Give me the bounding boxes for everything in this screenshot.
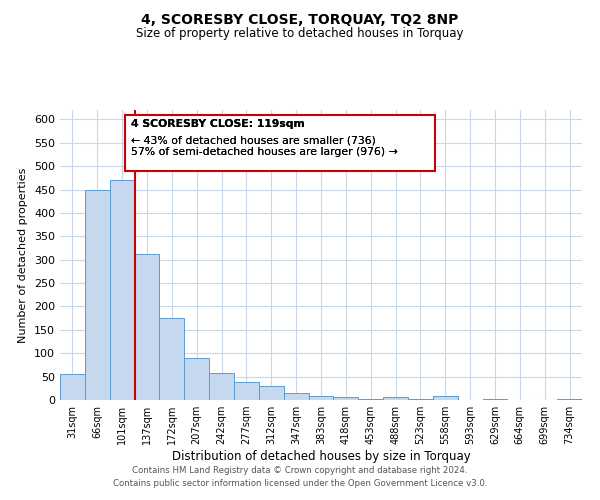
Bar bbox=[358, 398, 383, 400]
Bar bbox=[60, 374, 85, 400]
Y-axis label: Number of detached properties: Number of detached properties bbox=[19, 168, 28, 342]
Bar bbox=[482, 398, 508, 400]
Bar bbox=[110, 180, 134, 400]
Text: Contains HM Land Registry data © Crown copyright and database right 2024.
Contai: Contains HM Land Registry data © Crown c… bbox=[113, 466, 487, 487]
Bar bbox=[85, 190, 110, 400]
FancyBboxPatch shape bbox=[125, 114, 436, 171]
Text: 4 SCORESBY CLOSE: 119sqm: 4 SCORESBY CLOSE: 119sqm bbox=[131, 120, 305, 130]
Bar bbox=[259, 386, 284, 400]
Bar bbox=[134, 254, 160, 400]
X-axis label: Distribution of detached houses by size in Torquay: Distribution of detached houses by size … bbox=[172, 450, 470, 463]
Bar bbox=[433, 396, 458, 400]
Bar bbox=[160, 318, 184, 400]
Bar bbox=[234, 382, 259, 400]
Bar bbox=[284, 393, 308, 400]
Text: ← 43% of detached houses are smaller (736)
57% of semi-detached houses are large: ← 43% of detached houses are smaller (73… bbox=[131, 136, 398, 157]
Text: 4 SCORESBY CLOSE: 119sqm: 4 SCORESBY CLOSE: 119sqm bbox=[131, 120, 305, 130]
Bar bbox=[408, 398, 433, 400]
Text: ← 43% of detached houses are smaller (736)
57% of semi-detached houses are large: ← 43% of detached houses are smaller (73… bbox=[131, 136, 398, 157]
Text: 4, SCORESBY CLOSE, TORQUAY, TQ2 8NP: 4, SCORESBY CLOSE, TORQUAY, TQ2 8NP bbox=[142, 12, 458, 26]
Bar bbox=[383, 396, 408, 400]
Bar bbox=[209, 374, 234, 400]
Bar bbox=[557, 398, 582, 400]
Bar bbox=[308, 396, 334, 400]
Bar bbox=[184, 358, 209, 400]
Text: Size of property relative to detached houses in Torquay: Size of property relative to detached ho… bbox=[136, 28, 464, 40]
Bar bbox=[334, 396, 358, 400]
